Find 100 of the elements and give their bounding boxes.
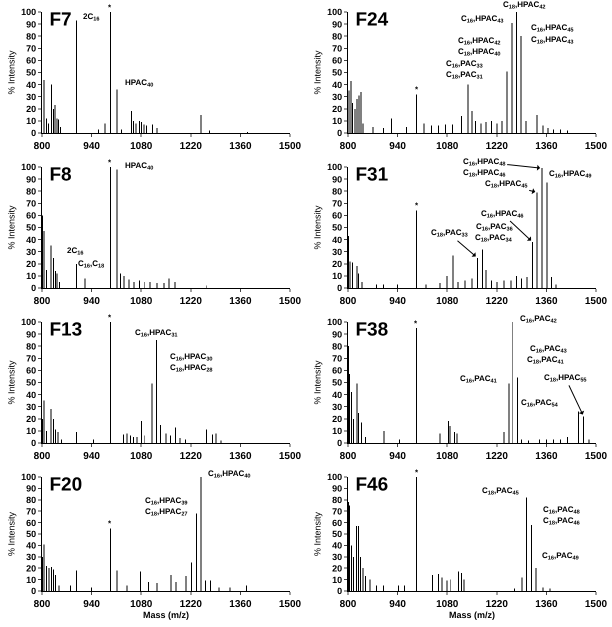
y-tick-label: 30 (26, 552, 36, 562)
y-tick-label: 100 (21, 472, 36, 482)
y-tick-label: 50 (332, 529, 342, 540)
x-tick-label: 940 (83, 451, 100, 462)
annotation: C$_{16}$,HPAC$_{46}$ (481, 209, 524, 220)
x-tick-label: 940 (389, 451, 406, 462)
x-tick-label: 1500 (584, 599, 608, 610)
y-tick-label: 90 (26, 484, 36, 494)
x-tick-label: 1360 (229, 451, 252, 462)
annotation: C$_{16}$,HPAC$_{48}$ (463, 157, 506, 168)
y-tick-label: 30 (26, 402, 36, 412)
y-tick-label: 30 (332, 552, 342, 562)
y-tick-label: 80 (26, 186, 36, 196)
y-tick-label: 60 (26, 518, 36, 528)
y-tick-label: 60 (332, 518, 342, 528)
y-tick-label: 10 (332, 574, 342, 585)
y-tick-label: 40 (332, 390, 342, 400)
x-tick-label: 1220 (486, 141, 508, 152)
annotation: C$_{16}$,PAC$_{54}$ (521, 398, 559, 409)
x-tick-label: 1080 (436, 141, 459, 152)
y-tick-label: 10 (26, 426, 36, 436)
x-tick-label: 1220 (486, 599, 508, 610)
y-tick-label: 10 (26, 271, 36, 282)
x-tick-label: 1220 (486, 296, 508, 307)
x-tick-label: 1220 (486, 451, 508, 462)
annotation: C$_{18}$,HPAC$_{46}$ (463, 168, 506, 179)
y-tick-label: 90 (26, 174, 36, 184)
annotation: * (415, 85, 419, 94)
y-tick-label: 50 (26, 529, 36, 540)
annotation: C$_{16}$,PAC$_{48}$ (543, 505, 580, 516)
y-tick-label: 70 (332, 353, 342, 364)
y-tick-label: 80 (26, 31, 36, 42)
x-axis-title: Mass (m/z) (142, 610, 190, 620)
x-tick-label: 1500 (584, 141, 608, 152)
y-tick-label: 70 (332, 506, 342, 516)
y-axis-title: % Intensity (6, 511, 17, 556)
annotation: C$_{16}$,PAC$_{43}$ (530, 344, 567, 355)
annotation: C$_{16}$,PAC$_{42}$ (520, 314, 557, 325)
x-tick-label: 1080 (130, 296, 153, 307)
x-tick-label: 1080 (436, 296, 459, 307)
x-tick-label: 1080 (130, 141, 153, 152)
x-tick-label: 940 (389, 296, 406, 307)
x-tick-label: 1360 (229, 599, 252, 610)
x-tick-label: 1220 (180, 141, 202, 152)
y-tick-label: 20 (332, 258, 342, 269)
y-tick-label: 70 (26, 353, 36, 364)
y-axis-title: % Intensity (6, 50, 17, 95)
x-tick-label: 1080 (436, 599, 459, 610)
x-tick-label: 1500 (584, 296, 608, 307)
y-tick-label: 30 (332, 402, 342, 412)
y-tick-label: 20 (26, 258, 36, 269)
y-tick-label: 30 (332, 246, 342, 257)
annotation: C$_{16}$,PAC$_{36}$ (476, 222, 513, 233)
annotation: C$_{18}$,PAC$_{41}$ (527, 355, 564, 366)
y-tick-label: 20 (332, 563, 342, 574)
y-tick-label: 90 (332, 484, 342, 494)
annotation: * (415, 468, 419, 477)
annotation: C$_{16}$,HPAC$_{42}$ (458, 36, 501, 47)
y-tick-label: 60 (332, 366, 342, 376)
annotation: 2C$_{16}$ (83, 12, 100, 23)
y-tick-label: 10 (332, 271, 342, 282)
chart-title: F8 (49, 164, 72, 186)
x-tick-label: 800 (340, 141, 357, 152)
y-tick-label: 30 (26, 92, 36, 102)
y-tick-label: 60 (332, 56, 342, 66)
chart-title: F24 (355, 9, 389, 30)
annotation: HPAC$_{40}$ (125, 78, 154, 89)
y-tick-label: 50 (26, 222, 36, 233)
x-tick-label: 800 (340, 296, 357, 307)
y-tick-label: 100 (327, 472, 342, 482)
y-tick-label: 30 (332, 92, 342, 102)
y-tick-label: 60 (26, 366, 36, 376)
x-tick-label: 1220 (180, 599, 202, 610)
y-tick-label: 20 (26, 104, 36, 114)
y-tick-label: 0 (31, 438, 36, 448)
y-tick-label: 0 (31, 586, 36, 596)
annotation: C$_{16}$,HPAC$_{43}$ (461, 14, 504, 25)
annotation: C$_{18}$,PAC$_{33}$ (431, 228, 468, 239)
x-tick-label: 800 (34, 599, 51, 610)
x-tick-label: 800 (34, 141, 51, 152)
y-tick-label: 80 (26, 494, 36, 505)
y-tick-label: 0 (337, 438, 342, 448)
x-tick-label: 1360 (229, 296, 252, 307)
x-tick-label: 940 (83, 599, 100, 610)
y-tick-label: 90 (26, 19, 36, 30)
x-tick-label: 1360 (535, 599, 558, 610)
y-tick-label: 80 (332, 31, 342, 42)
annotation: C$_{18}$,HPAC$_{42}$ (503, 0, 546, 11)
annotation: C$_{16}$,HPAC$_{49}$ (549, 169, 592, 180)
y-tick-label: 90 (26, 329, 36, 340)
annotation: C$_{16}$,C$_{18}$ (78, 259, 104, 270)
y-axis-title: % Intensity (6, 360, 17, 405)
y-tick-label: 70 (26, 506, 36, 516)
x-tick-label: 800 (340, 451, 357, 462)
y-axis-title: % Intensity (6, 204, 17, 250)
x-tick-label: 1220 (180, 451, 202, 462)
x-tick-label: 1360 (535, 141, 558, 152)
y-tick-label: 50 (332, 68, 342, 78)
y-tick-label: 0 (337, 283, 342, 294)
annotation: C$_{18}$,HPAC$_{40}$ (458, 47, 501, 58)
